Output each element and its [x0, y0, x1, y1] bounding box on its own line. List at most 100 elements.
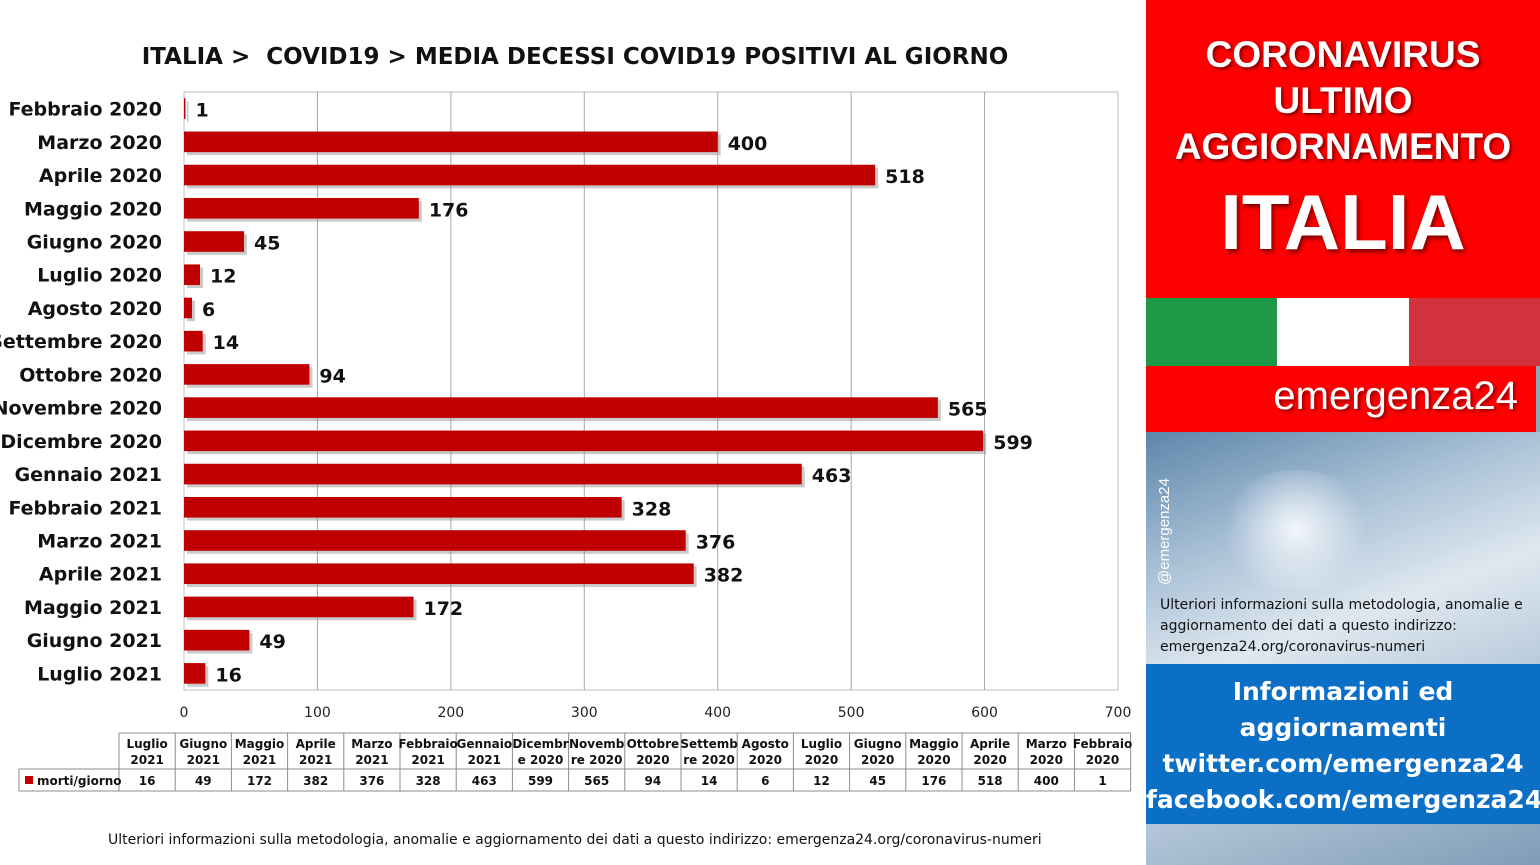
chart: ITALIA > COVID19 > MEDIA DECESSI COVID19… [0, 44, 1132, 792]
table-cell: 94 [645, 774, 662, 788]
table-header: Marzo [1026, 737, 1067, 751]
value-label: 12 [210, 266, 236, 288]
table-header: e 2020 [518, 753, 564, 767]
table-header: Gennaio [457, 737, 513, 751]
category-label: Luglio 2021 [37, 663, 162, 685]
flag-red [1408, 298, 1540, 366]
table-cell: 45 [869, 774, 886, 788]
table-header: 2021 [130, 753, 163, 767]
table-header: 2020 [805, 753, 838, 767]
table-header: 2021 [299, 753, 332, 767]
category-label: Febbraio 2020 [8, 99, 162, 121]
x-tick-label: 700 [1105, 705, 1132, 721]
table-header: 2020 [861, 753, 894, 767]
bar [184, 197, 419, 219]
photo-highlight [1216, 470, 1376, 590]
table-header: Dicembr [512, 737, 568, 751]
category-label: Marzo 2020 [37, 132, 162, 154]
header-text: CORONAVIRUS ULTIMO AGGIORNAMENTO [1146, 32, 1540, 170]
table-header: Novemb [569, 737, 625, 751]
table-cell: 16 [139, 774, 156, 788]
bar [184, 264, 201, 286]
x-tick-label: 200 [437, 705, 464, 721]
x-tick-label: 600 [971, 705, 998, 721]
bar-shadow [187, 101, 189, 122]
table-header: 2021 [243, 753, 276, 767]
value-label: 463 [812, 465, 852, 487]
category-label: Maggio 2020 [24, 198, 162, 220]
table-header: 2020 [636, 753, 669, 767]
value-label: 599 [993, 432, 1033, 454]
table-header: 2020 [917, 753, 950, 767]
bar [184, 164, 876, 186]
bar [184, 131, 718, 153]
table-header: re 2020 [683, 753, 735, 767]
bar [184, 430, 984, 452]
flag-white [1277, 298, 1409, 366]
table-cell: 599 [528, 774, 553, 788]
value-label: 328 [632, 498, 672, 520]
value-label: 49 [259, 631, 285, 653]
table-header: 2021 [187, 753, 220, 767]
brand-logo-text: emergenza24 [1273, 374, 1518, 418]
links-line-1: Informazioni ed [1232, 677, 1454, 706]
plot-area [183, 91, 1119, 691]
category-label: Dicembre 2020 [0, 431, 162, 453]
table-cell: 400 [1034, 774, 1059, 788]
x-tick-label: 400 [704, 705, 731, 721]
bar [184, 663, 206, 684]
category-label: Febbraio 2021 [8, 497, 162, 519]
category-label: Marzo 2021 [37, 531, 162, 553]
table-header: 2021 [411, 753, 444, 767]
header-line-3: AGGIORNAMENTO [1174, 126, 1512, 167]
table-cell: 14 [701, 774, 718, 788]
category-label: Giugno 2020 [27, 232, 162, 254]
header-line-1: CORONAVIRUS [1205, 34, 1481, 75]
table-header: Marzo [351, 737, 392, 751]
table-header: 2021 [468, 753, 501, 767]
table-cell: 463 [472, 774, 497, 788]
table-header: re 2020 [571, 753, 623, 767]
links-box: Informazioni ed aggiornamenti twitter.co… [1146, 664, 1540, 824]
value-label: 376 [696, 532, 736, 554]
table-cell: 1 [1098, 774, 1106, 788]
flag-green [1146, 298, 1278, 366]
table-header: Ottobre [627, 737, 680, 751]
table-header: Aprile [296, 737, 336, 751]
bar [184, 530, 686, 551]
category-label: Aprile 2021 [39, 564, 162, 586]
value-label: 1 [196, 100, 209, 122]
bar [184, 98, 186, 119]
twitter-link[interactable]: twitter.com/emergenza24 [1162, 749, 1524, 778]
table-cell: 12 [813, 774, 830, 788]
table-header: Luglio [801, 737, 842, 751]
side-panel: CORONAVIRUS ULTIMO AGGIORNAMENTO ITALIA … [1146, 0, 1540, 865]
facebook-link[interactable]: facebook.com/emergenza24 [1146, 785, 1540, 814]
category-label: Novembre 2020 [0, 398, 162, 420]
links-line-2: aggiornamenti [1239, 713, 1447, 742]
table-header: Maggio [909, 737, 959, 751]
bar [184, 496, 622, 518]
table-header: 2021 [355, 753, 388, 767]
social-handle: @emergenza24 [1156, 478, 1173, 585]
table-header: Settemb [680, 737, 738, 751]
table-cell: 176 [921, 774, 946, 788]
table-header: 2020 [973, 753, 1006, 767]
category-label: Agosto 2020 [28, 298, 162, 320]
table-header: Febbraio [1073, 737, 1132, 751]
table-cell: 518 [978, 774, 1003, 788]
value-label: 565 [948, 399, 988, 421]
table-header: 2020 [749, 753, 782, 767]
x-tick-label: 100 [304, 705, 331, 721]
bar [184, 364, 310, 385]
category-label: Gennaio 2021 [15, 464, 162, 486]
table-cell: 6 [761, 774, 769, 788]
table-cell: 382 [303, 774, 328, 788]
value-label: 400 [728, 133, 768, 155]
header-banner: CORONAVIRUS ULTIMO AGGIORNAMENTO ITALIA [1146, 0, 1540, 298]
bar [184, 596, 414, 618]
category-label: Maggio 2021 [24, 597, 162, 619]
table-cell: 565 [584, 774, 609, 788]
x-tick-label: 300 [571, 705, 598, 721]
category-label: Ottobre 2020 [19, 364, 162, 386]
